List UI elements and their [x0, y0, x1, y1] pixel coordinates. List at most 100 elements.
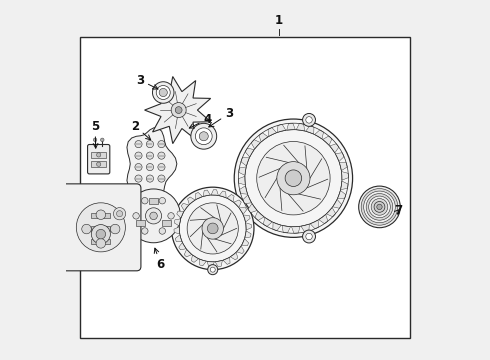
Text: 7: 7 — [394, 204, 403, 217]
Circle shape — [199, 132, 208, 141]
Polygon shape — [287, 123, 295, 130]
Bar — [92, 239, 110, 243]
Circle shape — [100, 138, 104, 141]
Circle shape — [306, 233, 312, 240]
Polygon shape — [207, 261, 215, 267]
Bar — [149, 198, 158, 204]
Polygon shape — [179, 242, 186, 250]
Polygon shape — [323, 136, 332, 145]
Circle shape — [126, 189, 180, 243]
Polygon shape — [239, 167, 246, 175]
Polygon shape — [318, 215, 328, 224]
Polygon shape — [203, 190, 210, 197]
Polygon shape — [273, 222, 281, 231]
Circle shape — [187, 203, 238, 254]
Polygon shape — [326, 207, 336, 217]
Polygon shape — [251, 140, 261, 149]
Circle shape — [361, 189, 398, 225]
Circle shape — [285, 170, 302, 186]
Circle shape — [158, 152, 165, 159]
Circle shape — [359, 186, 400, 228]
Polygon shape — [241, 158, 249, 166]
Circle shape — [146, 208, 162, 224]
Text: 6: 6 — [154, 248, 165, 271]
Circle shape — [159, 198, 166, 204]
Circle shape — [158, 175, 165, 182]
Polygon shape — [184, 249, 192, 257]
Polygon shape — [338, 190, 346, 199]
Polygon shape — [239, 176, 245, 185]
Polygon shape — [310, 220, 319, 229]
FancyBboxPatch shape — [88, 144, 110, 174]
Circle shape — [303, 230, 316, 243]
Polygon shape — [240, 186, 247, 194]
Circle shape — [135, 152, 142, 159]
Circle shape — [208, 265, 218, 275]
Circle shape — [135, 140, 142, 148]
Bar — [92, 226, 110, 230]
Polygon shape — [239, 207, 246, 215]
Bar — [91, 152, 106, 158]
Polygon shape — [196, 193, 202, 200]
Polygon shape — [282, 225, 291, 233]
Polygon shape — [296, 123, 305, 131]
Polygon shape — [181, 203, 189, 211]
Polygon shape — [174, 227, 180, 234]
Circle shape — [133, 213, 139, 219]
Polygon shape — [245, 231, 251, 238]
Circle shape — [93, 138, 97, 141]
Polygon shape — [177, 211, 184, 218]
Text: 3: 3 — [209, 107, 233, 127]
Circle shape — [364, 191, 395, 223]
Circle shape — [147, 152, 153, 159]
Polygon shape — [243, 195, 251, 204]
Polygon shape — [306, 126, 314, 134]
Polygon shape — [219, 191, 226, 198]
Polygon shape — [188, 197, 195, 204]
Polygon shape — [145, 77, 211, 144]
Polygon shape — [223, 257, 230, 264]
Circle shape — [142, 228, 148, 234]
Circle shape — [371, 199, 388, 215]
Text: 3: 3 — [136, 74, 158, 89]
Polygon shape — [301, 224, 309, 232]
Polygon shape — [259, 133, 268, 142]
Circle shape — [196, 128, 212, 145]
Polygon shape — [215, 260, 222, 267]
Circle shape — [147, 163, 153, 171]
Polygon shape — [315, 130, 323, 139]
Circle shape — [191, 123, 217, 149]
Polygon shape — [237, 246, 244, 253]
Polygon shape — [230, 252, 238, 260]
Polygon shape — [339, 162, 347, 171]
Circle shape — [97, 153, 101, 157]
Bar — [80, 37, 410, 338]
Polygon shape — [199, 259, 206, 266]
Circle shape — [91, 225, 110, 244]
Text: 1: 1 — [275, 14, 283, 27]
Circle shape — [366, 194, 393, 220]
Polygon shape — [174, 219, 181, 226]
Polygon shape — [335, 153, 344, 161]
Circle shape — [142, 198, 148, 204]
Polygon shape — [330, 144, 339, 153]
Polygon shape — [211, 190, 219, 195]
Circle shape — [159, 228, 166, 234]
Circle shape — [159, 89, 167, 96]
Circle shape — [158, 163, 165, 171]
Polygon shape — [248, 203, 257, 213]
Circle shape — [97, 162, 101, 166]
Polygon shape — [342, 171, 348, 180]
Circle shape — [303, 113, 316, 126]
Polygon shape — [268, 127, 277, 136]
Circle shape — [277, 162, 310, 195]
Circle shape — [234, 119, 353, 237]
Polygon shape — [192, 255, 199, 262]
Circle shape — [207, 223, 218, 234]
Bar — [136, 220, 145, 226]
Circle shape — [202, 218, 223, 239]
Circle shape — [96, 210, 106, 220]
Circle shape — [117, 211, 122, 217]
Circle shape — [114, 208, 126, 220]
Polygon shape — [341, 181, 348, 190]
